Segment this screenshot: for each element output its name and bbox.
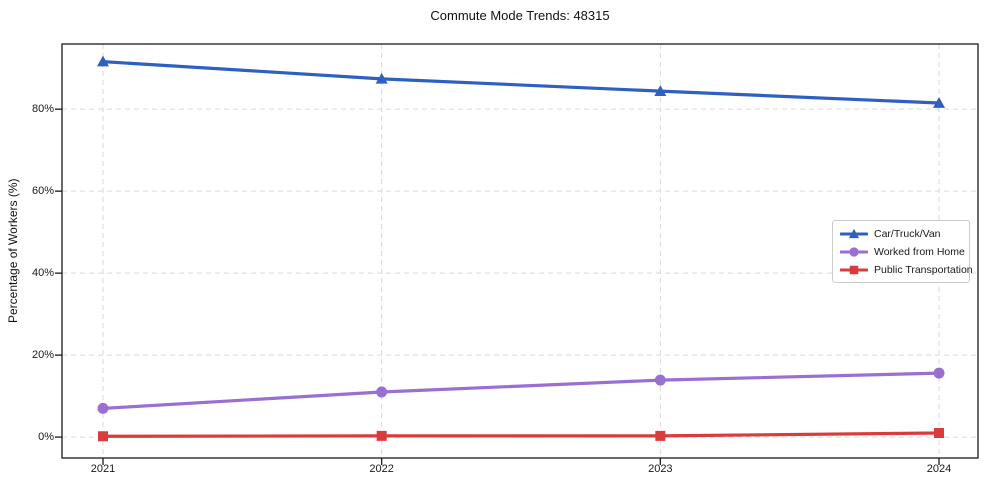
y-tick-label-20: 20% — [31, 349, 54, 362]
y-tick-label-0: 0% — [38, 431, 54, 444]
x-tick-label-2023: 2023 — [648, 463, 673, 475]
legend: Car/Truck/Van Worked from Home Public Tr… — [832, 220, 973, 283]
legend-item-car-truck-van: Car/Truck/Van — [840, 226, 961, 241]
x-tick-label-2021: 2021 — [90, 463, 116, 475]
legend-label: Car/Truck/Van — [874, 227, 941, 240]
y-tick-label-40: 40% — [31, 267, 54, 280]
legend-label: Worked from Home — [874, 245, 965, 258]
y-tick-label-60: 60% — [31, 185, 54, 198]
legend-item-public-transportation: Public Transportation — [840, 262, 973, 277]
line-triangle-marker-icon — [840, 228, 868, 240]
legend-item-worked-from-home: Worked from Home — [840, 244, 965, 259]
line-circle-marker-icon — [840, 246, 868, 258]
y-tick-label-80: 80% — [31, 103, 54, 116]
legend-label: Public Transportation — [874, 263, 973, 276]
x-tick-label-2022: 2022 — [369, 463, 394, 475]
line-square-marker-icon — [840, 264, 868, 276]
x-tick-label-2024: 2024 — [926, 463, 952, 475]
chart-title: Commute Mode Trends: 48315 — [430, 8, 610, 23]
